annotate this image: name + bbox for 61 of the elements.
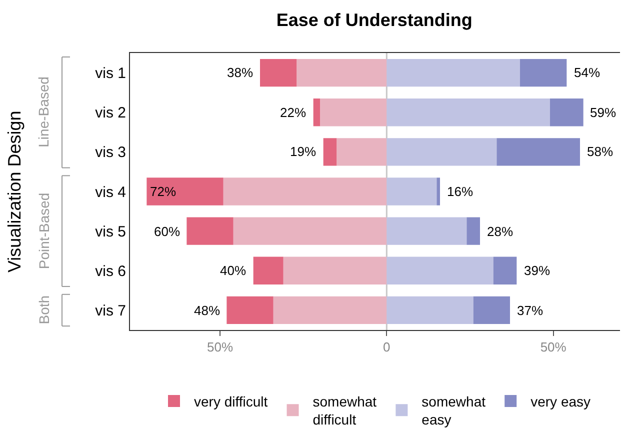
bar — [336, 138, 387, 166]
text: Point-Based — [36, 192, 52, 270]
y-tick-label: vis 7 — [95, 302, 126, 320]
bar — [466, 217, 480, 245]
bar — [520, 58, 567, 87]
bar — [186, 217, 234, 245]
bar — [386, 98, 550, 126]
text: 38% — [227, 65, 254, 80]
x-tick-label: 50% — [206, 340, 234, 355]
bar — [146, 178, 224, 206]
bar — [273, 296, 387, 324]
chart-title: Ease of Understanding — [276, 10, 472, 30]
y-tick-label: vis 3 — [95, 144, 126, 162]
bar — [296, 58, 387, 87]
bar — [386, 178, 437, 206]
text: 22% — [280, 105, 306, 120]
text: 16% — [447, 184, 474, 199]
x-tick-label: 0 — [383, 340, 390, 355]
legend-label: somewhat difficult — [312, 393, 377, 428]
bar — [493, 256, 517, 284]
bar — [550, 98, 584, 126]
bar — [283, 256, 387, 284]
bar — [496, 138, 580, 166]
bar — [260, 58, 297, 87]
text: 37% — [517, 303, 544, 318]
bar — [386, 296, 474, 324]
text: 40% — [220, 263, 246, 278]
y-axis-title: Visualization Design — [4, 110, 24, 272]
bar — [323, 138, 337, 166]
y-tick-label: vis 6 — [95, 262, 126, 280]
bar — [386, 138, 497, 166]
text: 60% — [154, 224, 180, 239]
bar — [253, 256, 284, 284]
text: Both — [36, 295, 52, 324]
bar — [320, 98, 387, 126]
text: 19% — [290, 144, 316, 159]
text: 54% — [574, 65, 600, 80]
legend-label: very difficult — [194, 393, 268, 410]
text: 48% — [194, 303, 220, 318]
y-tick-label: vis 1 — [95, 65, 126, 82]
x-tick-label: 50% — [540, 340, 567, 355]
bar — [386, 58, 520, 87]
text: 28% — [487, 224, 514, 239]
bar — [386, 217, 467, 245]
bar — [386, 256, 494, 284]
legend-label: very easy — [530, 393, 591, 410]
text: 58% — [587, 144, 614, 159]
y-tick-label: vis 2 — [95, 104, 126, 122]
y-tick-label: vis 4 — [95, 184, 126, 201]
bar — [473, 296, 510, 324]
text: 59% — [590, 105, 616, 120]
bar — [223, 178, 387, 206]
text: 39% — [524, 263, 550, 278]
bar — [313, 98, 320, 126]
text: 72% — [150, 184, 176, 199]
legend-label: somewhat easy — [422, 393, 486, 428]
bar — [233, 217, 387, 245]
text: Line-Based — [36, 76, 52, 148]
bar — [436, 178, 440, 206]
y-tick-label: vis 5 — [95, 223, 126, 240]
bar — [226, 296, 274, 324]
